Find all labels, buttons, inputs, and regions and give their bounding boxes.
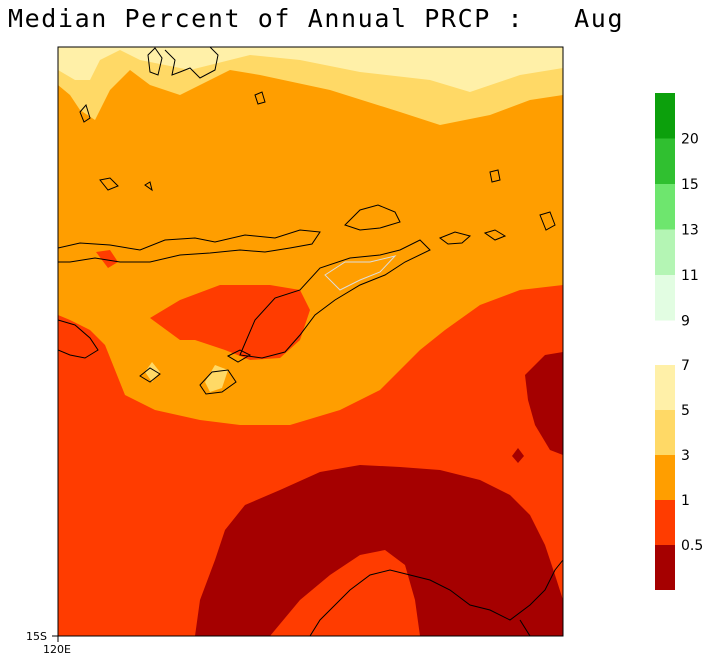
contour-red-small (96, 250, 118, 268)
legend-label: 1 (681, 493, 690, 509)
legend-label: 3 (681, 448, 690, 464)
contour-yellow-small-2 (205, 365, 228, 392)
lat-label: 15S (26, 630, 47, 643)
timor-highlight (324, 255, 397, 291)
legend-upper: 20 15 13 11 9 (655, 93, 699, 330)
contour-5-7 (58, 47, 563, 92)
legend-bottom-label: 9 (681, 314, 690, 330)
legend-swatch (655, 93, 675, 139)
legend-label: 20 (681, 132, 699, 148)
contour-below-0.5-dot (512, 448, 524, 463)
legend-swatch (655, 275, 675, 321)
contour-yellow-small-1 (145, 362, 160, 382)
legend-lower: 7 5 3 1 0.5 (655, 358, 703, 590)
coastlines (58, 47, 563, 636)
legend-label: 13 (681, 223, 699, 239)
legend-swatch (655, 500, 675, 545)
legend-swatch (655, 184, 675, 230)
legend-swatch (655, 455, 675, 500)
contour-below-0.5 (195, 465, 563, 636)
map-plot-area (58, 47, 563, 636)
lon-label: 120E (43, 643, 71, 656)
plot-frame (57, 46, 564, 637)
legend-label: 7 (681, 358, 690, 374)
legend-label: 0.5 (681, 538, 703, 554)
legend-label: 11 (681, 268, 699, 284)
contour-below-0.5-east (525, 352, 563, 455)
legend-swatch (655, 545, 675, 590)
legend-swatch (655, 138, 675, 184)
legend-swatch (655, 410, 675, 455)
legend-swatch (655, 365, 675, 410)
map-title: Median Percent of Annual PRCP : Aug (8, 4, 625, 33)
legend-label: 5 (681, 403, 690, 419)
legend-label: 15 (681, 177, 699, 193)
legend-swatch (655, 229, 675, 275)
